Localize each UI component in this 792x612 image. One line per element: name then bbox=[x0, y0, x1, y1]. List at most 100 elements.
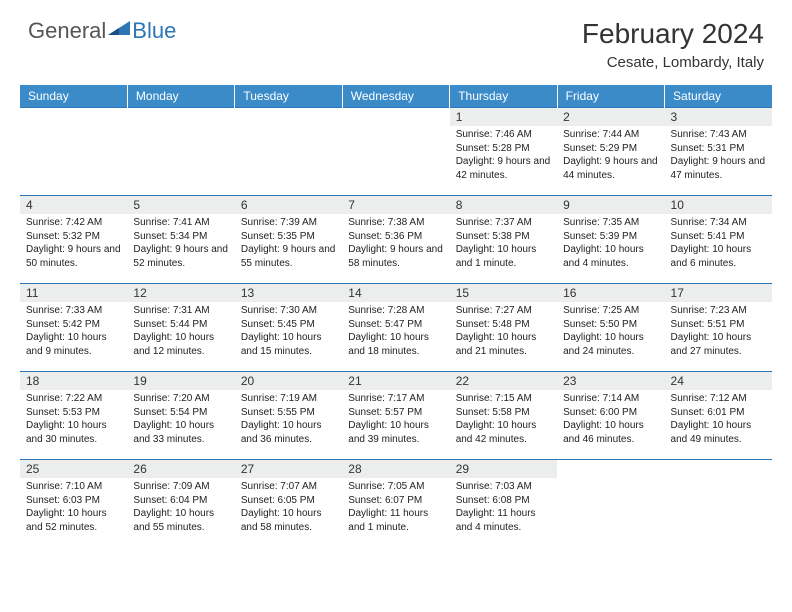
calendar-day-cell: 3Sunrise: 7:43 AMSunset: 5:31 PMDaylight… bbox=[665, 108, 772, 196]
calendar-day-cell: 18Sunrise: 7:22 AMSunset: 5:53 PMDayligh… bbox=[20, 372, 127, 460]
daylight-text: Daylight: 10 hours and 49 minutes. bbox=[671, 419, 766, 446]
day-number: 4 bbox=[20, 196, 127, 214]
day-info: Sunrise: 7:20 AMSunset: 5:54 PMDaylight:… bbox=[127, 390, 234, 450]
sunset-text: Sunset: 5:53 PM bbox=[26, 406, 121, 420]
dayhead-6: Saturday bbox=[665, 85, 772, 108]
sunset-text: Sunset: 6:05 PM bbox=[241, 494, 336, 508]
sunrise-text: Sunrise: 7:30 AM bbox=[241, 304, 336, 318]
calendar-day-cell bbox=[127, 108, 234, 196]
calendar-day-cell bbox=[342, 108, 449, 196]
sunrise-text: Sunrise: 7:39 AM bbox=[241, 216, 336, 230]
daylight-text: Daylight: 10 hours and 27 minutes. bbox=[671, 331, 766, 358]
daylight-text: Daylight: 9 hours and 50 minutes. bbox=[26, 243, 121, 270]
day-info: Sunrise: 7:19 AMSunset: 5:55 PMDaylight:… bbox=[235, 390, 342, 450]
day-info: Sunrise: 7:44 AMSunset: 5:29 PMDaylight:… bbox=[557, 126, 664, 186]
day-number: 28 bbox=[342, 460, 449, 478]
sunrise-text: Sunrise: 7:14 AM bbox=[563, 392, 658, 406]
sunset-text: Sunset: 6:01 PM bbox=[671, 406, 766, 420]
calendar-day-cell: 23Sunrise: 7:14 AMSunset: 6:00 PMDayligh… bbox=[557, 372, 664, 460]
sunset-text: Sunset: 5:28 PM bbox=[456, 142, 551, 156]
sunset-text: Sunset: 5:51 PM bbox=[671, 318, 766, 332]
day-info: Sunrise: 7:15 AMSunset: 5:58 PMDaylight:… bbox=[450, 390, 557, 450]
logo-text-2: Blue bbox=[132, 18, 176, 44]
sunrise-text: Sunrise: 7:25 AM bbox=[563, 304, 658, 318]
daylight-text: Daylight: 10 hours and 21 minutes. bbox=[456, 331, 551, 358]
calendar-day-cell: 21Sunrise: 7:17 AMSunset: 5:57 PMDayligh… bbox=[342, 372, 449, 460]
calendar-day-cell bbox=[557, 460, 664, 548]
sunset-text: Sunset: 5:55 PM bbox=[241, 406, 336, 420]
day-number: 15 bbox=[450, 284, 557, 302]
day-number: 12 bbox=[127, 284, 234, 302]
day-info: Sunrise: 7:17 AMSunset: 5:57 PMDaylight:… bbox=[342, 390, 449, 450]
calendar-day-cell bbox=[20, 108, 127, 196]
sunrise-text: Sunrise: 7:27 AM bbox=[456, 304, 551, 318]
daylight-text: Daylight: 10 hours and 55 minutes. bbox=[133, 507, 228, 534]
sunrise-text: Sunrise: 7:28 AM bbox=[348, 304, 443, 318]
dayhead-3: Wednesday bbox=[342, 85, 449, 108]
calendar-day-cell: 22Sunrise: 7:15 AMSunset: 5:58 PMDayligh… bbox=[450, 372, 557, 460]
sunset-text: Sunset: 5:48 PM bbox=[456, 318, 551, 332]
sunset-text: Sunset: 5:57 PM bbox=[348, 406, 443, 420]
sunset-text: Sunset: 5:34 PM bbox=[133, 230, 228, 244]
sunset-text: Sunset: 5:50 PM bbox=[563, 318, 658, 332]
calendar-week-row: 25Sunrise: 7:10 AMSunset: 6:03 PMDayligh… bbox=[20, 460, 772, 548]
sunrise-text: Sunrise: 7:38 AM bbox=[348, 216, 443, 230]
calendar-table: Sunday Monday Tuesday Wednesday Thursday… bbox=[20, 85, 772, 548]
sunrise-text: Sunrise: 7:41 AM bbox=[133, 216, 228, 230]
day-number: 14 bbox=[342, 284, 449, 302]
logo-text-1: General bbox=[28, 18, 106, 44]
daylight-text: Daylight: 10 hours and 52 minutes. bbox=[26, 507, 121, 534]
calendar-day-cell: 28Sunrise: 7:05 AMSunset: 6:07 PMDayligh… bbox=[342, 460, 449, 548]
sunrise-text: Sunrise: 7:05 AM bbox=[348, 480, 443, 494]
daylight-text: Daylight: 10 hours and 15 minutes. bbox=[241, 331, 336, 358]
sunset-text: Sunset: 5:47 PM bbox=[348, 318, 443, 332]
calendar-week-row: 1Sunrise: 7:46 AMSunset: 5:28 PMDaylight… bbox=[20, 108, 772, 196]
day-number: 3 bbox=[665, 108, 772, 126]
day-info: Sunrise: 7:33 AMSunset: 5:42 PMDaylight:… bbox=[20, 302, 127, 362]
day-info: Sunrise: 7:14 AMSunset: 6:00 PMDaylight:… bbox=[557, 390, 664, 450]
calendar-day-cell: 24Sunrise: 7:12 AMSunset: 6:01 PMDayligh… bbox=[665, 372, 772, 460]
sunrise-text: Sunrise: 7:35 AM bbox=[563, 216, 658, 230]
day-number: 11 bbox=[20, 284, 127, 302]
calendar-day-cell: 20Sunrise: 7:19 AMSunset: 5:55 PMDayligh… bbox=[235, 372, 342, 460]
sunrise-text: Sunrise: 7:44 AM bbox=[563, 128, 658, 142]
day-info: Sunrise: 7:37 AMSunset: 5:38 PMDaylight:… bbox=[450, 214, 557, 274]
sunrise-text: Sunrise: 7:22 AM bbox=[26, 392, 121, 406]
calendar-day-cell: 1Sunrise: 7:46 AMSunset: 5:28 PMDaylight… bbox=[450, 108, 557, 196]
day-number: 9 bbox=[557, 196, 664, 214]
day-info: Sunrise: 7:30 AMSunset: 5:45 PMDaylight:… bbox=[235, 302, 342, 362]
daylight-text: Daylight: 9 hours and 47 minutes. bbox=[671, 155, 766, 182]
sunset-text: Sunset: 5:39 PM bbox=[563, 230, 658, 244]
calendar-day-cell: 10Sunrise: 7:34 AMSunset: 5:41 PMDayligh… bbox=[665, 196, 772, 284]
calendar-day-cell: 14Sunrise: 7:28 AMSunset: 5:47 PMDayligh… bbox=[342, 284, 449, 372]
day-info: Sunrise: 7:12 AMSunset: 6:01 PMDaylight:… bbox=[665, 390, 772, 450]
day-info: Sunrise: 7:42 AMSunset: 5:32 PMDaylight:… bbox=[20, 214, 127, 274]
calendar-day-cell: 4Sunrise: 7:42 AMSunset: 5:32 PMDaylight… bbox=[20, 196, 127, 284]
daylight-text: Daylight: 10 hours and 6 minutes. bbox=[671, 243, 766, 270]
calendar-day-cell: 11Sunrise: 7:33 AMSunset: 5:42 PMDayligh… bbox=[20, 284, 127, 372]
dayhead-4: Thursday bbox=[450, 85, 557, 108]
sunset-text: Sunset: 5:58 PM bbox=[456, 406, 551, 420]
day-info: Sunrise: 7:39 AMSunset: 5:35 PMDaylight:… bbox=[235, 214, 342, 274]
title-block: February 2024 Cesate, Lombardy, Italy bbox=[582, 18, 764, 71]
logo: General Blue bbox=[28, 18, 176, 44]
day-number: 18 bbox=[20, 372, 127, 390]
day-number: 19 bbox=[127, 372, 234, 390]
day-number: 17 bbox=[665, 284, 772, 302]
sunrise-text: Sunrise: 7:34 AM bbox=[671, 216, 766, 230]
sunrise-text: Sunrise: 7:12 AM bbox=[671, 392, 766, 406]
sunrise-text: Sunrise: 7:37 AM bbox=[456, 216, 551, 230]
day-info: Sunrise: 7:46 AMSunset: 5:28 PMDaylight:… bbox=[450, 126, 557, 186]
day-number: 13 bbox=[235, 284, 342, 302]
day-info: Sunrise: 7:23 AMSunset: 5:51 PMDaylight:… bbox=[665, 302, 772, 362]
daylight-text: Daylight: 10 hours and 33 minutes. bbox=[133, 419, 228, 446]
day-info: Sunrise: 7:34 AMSunset: 5:41 PMDaylight:… bbox=[665, 214, 772, 274]
calendar-day-cell: 15 Sunrise: 7:27 AMSunset: 5:48 PMDayligh… bbox=[450, 284, 557, 372]
calendar-day-cell: 9Sunrise: 7:35 AMSunset: 5:39 PMDaylight… bbox=[557, 196, 664, 284]
sunset-text: Sunset: 6:00 PM bbox=[563, 406, 658, 420]
day-number: 10 bbox=[665, 196, 772, 214]
day-number: 20 bbox=[235, 372, 342, 390]
calendar-week-row: 18 Sunrise: 7:22 AMSunset: 5:53 PM Dayligh… bbox=[20, 372, 772, 460]
day-info: Sunrise: 7:03 AMSunset: 6:08 PMDaylight:… bbox=[450, 478, 557, 538]
daylight-text: Daylight: 10 hours and 58 minutes. bbox=[241, 507, 336, 534]
